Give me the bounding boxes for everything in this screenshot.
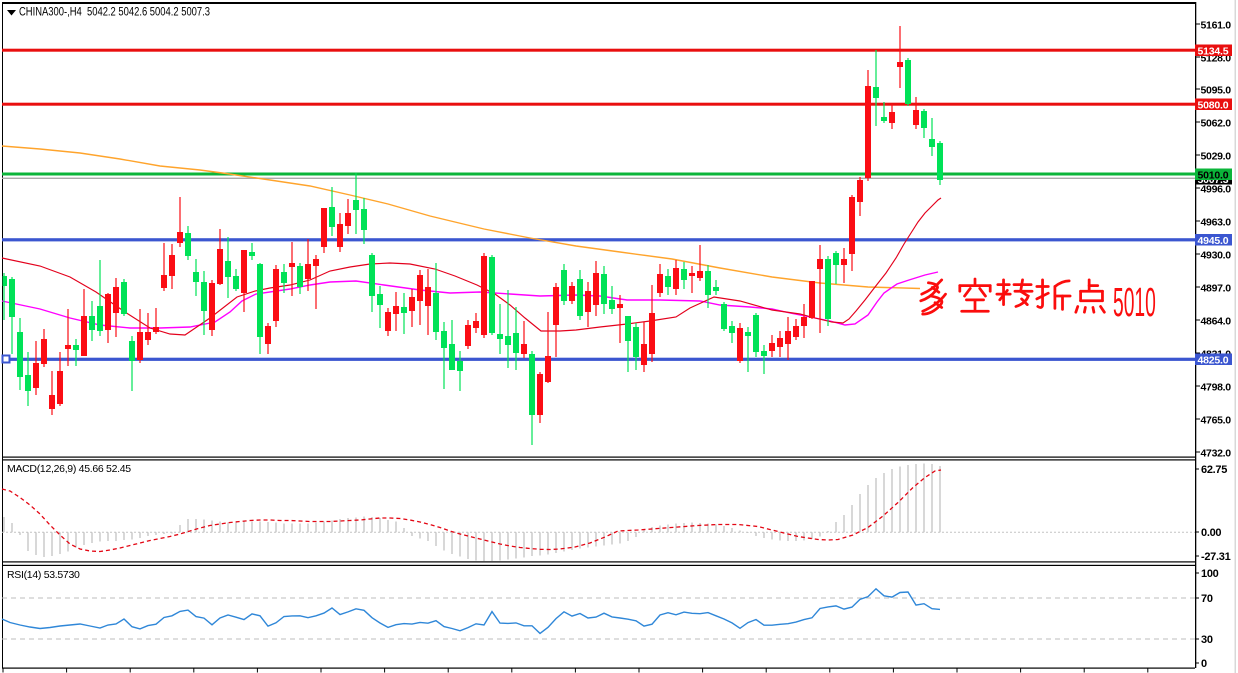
svg-text:5080.0: 5080.0 (1198, 99, 1229, 111)
svg-text:0.00: 0.00 (1201, 527, 1221, 539)
svg-text:RSI(14) 53.5730: RSI(14) 53.5730 (7, 569, 80, 581)
svg-text:MACD(12,26,9) 45.66 52.45: MACD(12,26,9) 45.66 52.45 (7, 463, 131, 475)
svg-text:-27.31: -27.31 (1201, 551, 1231, 563)
svg-text:5029.0: 5029.0 (1201, 151, 1232, 163)
svg-text:4864.0: 4864.0 (1201, 316, 1232, 328)
svg-text:5134.5: 5134.5 (1198, 45, 1229, 57)
svg-text:4996.0: 4996.0 (1201, 184, 1232, 196)
svg-text:4963.0: 4963.0 (1201, 217, 1232, 229)
svg-text:5161.0: 5161.0 (1201, 20, 1232, 32)
svg-text:70: 70 (1201, 593, 1213, 605)
svg-text:5010.0: 5010.0 (1198, 169, 1229, 181)
svg-text:4798.0: 4798.0 (1201, 382, 1232, 394)
svg-text:30: 30 (1201, 634, 1213, 646)
svg-text:4945.0: 4945.0 (1198, 235, 1229, 247)
svg-text:100: 100 (1201, 568, 1219, 580)
svg-text:5010: 5010 (1113, 279, 1156, 325)
svg-text:62.75: 62.75 (1201, 464, 1227, 476)
svg-text:4765.0: 4765.0 (1201, 415, 1232, 427)
svg-text:0: 0 (1201, 658, 1207, 670)
svg-text:5062.0: 5062.0 (1201, 118, 1232, 130)
svg-text:4825.0: 4825.0 (1198, 354, 1229, 366)
svg-text:4930.0: 4930.0 (1201, 250, 1232, 262)
svg-text:4732.0: 4732.0 (1201, 448, 1232, 460)
svg-text:CHINA300-,H4 5042.2 5042.6 50: CHINA300-,H4 5042.2 5042.6 5004.2 5007.3 (19, 7, 210, 19)
svg-text:4897.0: 4897.0 (1201, 283, 1232, 295)
svg-text:5095.0: 5095.0 (1201, 85, 1232, 97)
